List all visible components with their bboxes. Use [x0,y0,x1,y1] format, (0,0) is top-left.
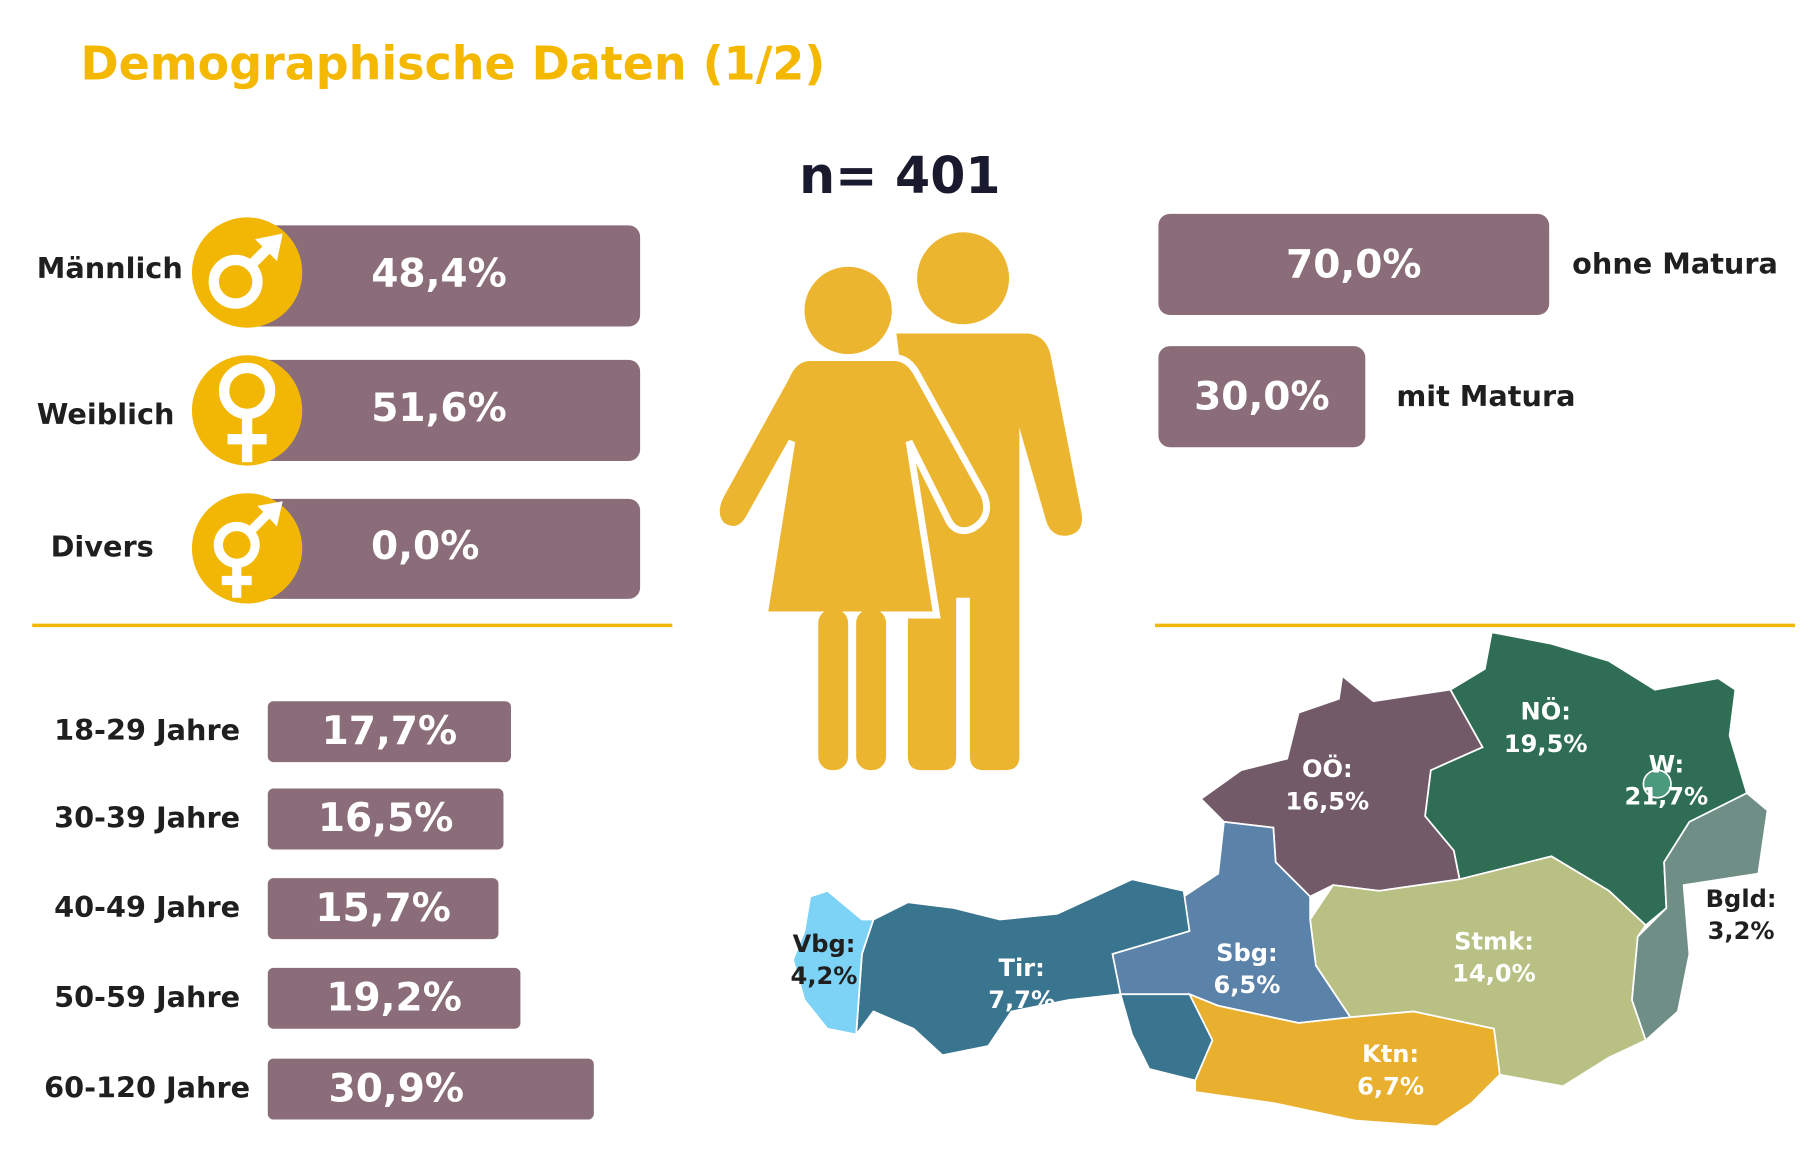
age-bar [267,967,521,1029]
region-value: 19,5% [1504,730,1588,758]
region-vbg [792,889,875,1036]
age-label: 60-120 Jahre [44,1071,250,1105]
map [792,631,1769,1128]
region-label: Sbg: [1216,939,1278,967]
region-label: Stmk: [1454,928,1534,956]
region-value: 3,2% [1708,917,1775,945]
age-value: 17,7% [322,709,458,754]
map-labels: NÖ: 19,5% OÖ: 16,5% W: 21,7% Bgld: 3,2% Stmk: 14,… [791,696,1777,1101]
age-value: 15,7% [315,886,451,931]
age-bar [267,878,499,940]
male-icon [191,217,303,328]
age-bar [267,788,504,850]
gender-value: 51,6% [371,386,507,431]
divers-arrow [257,501,283,527]
region-value: 21,7% [1625,783,1709,811]
age-value: 30,9% [329,1066,465,1111]
male-arrow [255,233,283,262]
gender-label: Divers [51,529,154,563]
education-value: 30,0% [1194,374,1330,419]
divers-icon [191,493,303,604]
region-value: 6,7% [1357,1072,1424,1100]
gender-value: 0,0% [371,524,479,569]
female-symbol [218,362,276,463]
gender-row: Divers 0,0% [51,493,641,604]
age-bar [267,701,511,763]
region-label: NÖ: [1521,696,1571,726]
region-value: 7,7% [988,986,1055,1014]
gender-row: Männlich 48,4% [37,217,641,328]
gender-row: Weiblich 51,6% [37,355,641,466]
education-bar [1158,346,1366,448]
region-label: Bgld: [1706,885,1777,913]
gender-label: Weiblich [37,397,175,431]
education-label: ohne Matura [1572,247,1778,281]
education-bar [1158,213,1550,316]
region-ktn [1187,992,1501,1128]
gender-label: Männlich [37,251,183,285]
region-value: 16,5% [1286,787,1370,815]
education-group: 70,0% ohne Matura 30,0% mit Matura [1158,213,1778,448]
age-bar [267,1058,594,1120]
age-label: 40-49 Jahre [54,890,240,924]
age-value: 16,5% [318,796,454,841]
region-label: Ktn: [1362,1040,1419,1068]
gender-bar [247,359,641,462]
education-value: 70,0% [1286,242,1422,287]
title: Demographische Daten (1/2) [80,36,825,90]
region-value: 14,0% [1452,960,1536,988]
gender-bar [247,498,641,599]
region-label: Vbg: [793,930,856,958]
region-w [1642,769,1672,799]
education-label: mit Matura [1396,379,1575,413]
age-label: 30-39 Jahre [54,801,240,835]
gender-value: 48,4% [371,251,507,296]
region-label: W: [1649,751,1685,779]
age-value: 19,2% [326,976,462,1021]
region-value: 4,2% [791,962,858,990]
people-icon [712,232,1082,771]
age-label: 18-29 Jahre [54,713,240,747]
age-label: 50-59 Jahre [54,980,240,1014]
region-label: Tir: [999,954,1045,982]
age-group: 18-29 Jahre 17,7% 30-39 Jahre 16,5% 40-49 Ja… [44,701,594,1120]
region-value: 6,5% [1213,971,1280,999]
region-label: OÖ: [1302,753,1353,783]
gender-bar [247,225,641,327]
sample-size: n= 401 [799,146,1000,205]
